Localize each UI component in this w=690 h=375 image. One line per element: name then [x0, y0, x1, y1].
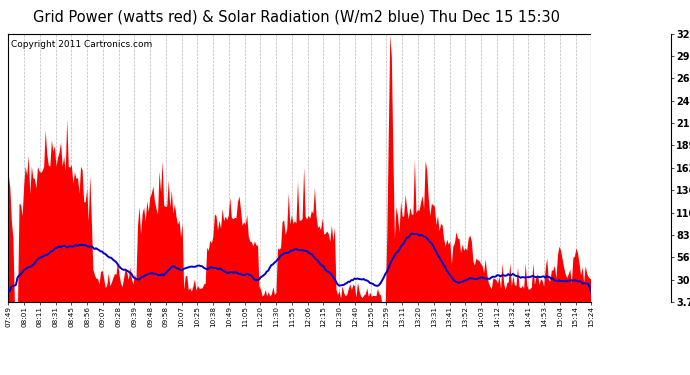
Text: Grid Power (watts red) & Solar Radiation (W/m2 blue) Thu Dec 15 15:30: Grid Power (watts red) & Solar Radiation… — [33, 9, 560, 24]
Text: Copyright 2011 Cartronics.com: Copyright 2011 Cartronics.com — [11, 40, 152, 50]
